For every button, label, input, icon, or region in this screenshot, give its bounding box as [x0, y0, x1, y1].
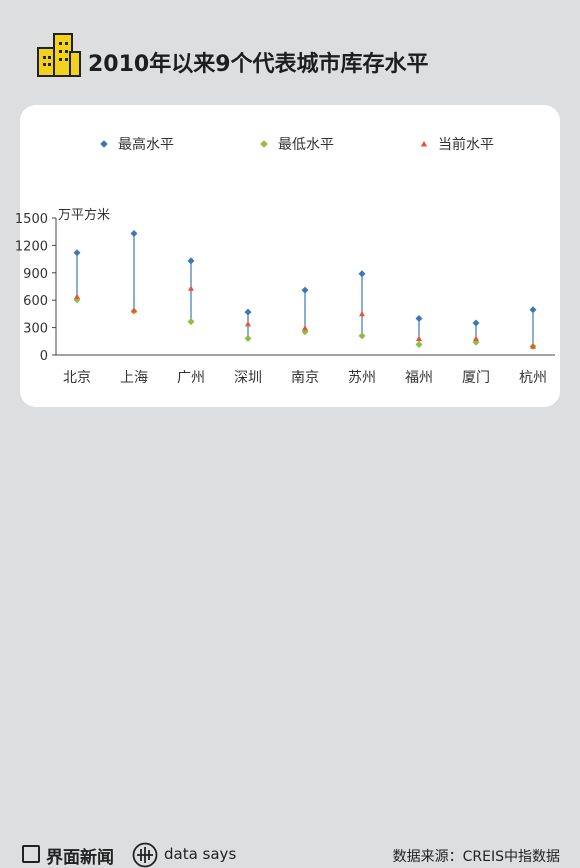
point-max	[187, 257, 195, 265]
y-tick-label: 1200	[15, 239, 48, 254]
legend-label: 最低水平	[278, 137, 334, 153]
point-max	[415, 314, 423, 322]
chart-card	[20, 105, 560, 407]
point-min	[358, 332, 366, 340]
point-min	[244, 335, 252, 343]
datasays-text: data says	[164, 845, 237, 863]
point-current	[473, 335, 479, 341]
point-min	[415, 340, 423, 348]
point-current	[245, 320, 251, 327]
point-current	[302, 325, 308, 331]
point-current	[188, 285, 194, 291]
x-tick-label: 厦门	[462, 370, 490, 386]
legend-label: 最高水平	[118, 136, 174, 153]
footer: 界面新闻 data says 数据来源：CREIS中指数据	[0, 418, 580, 868]
legend-marker	[100, 140, 108, 148]
y-tick-label: 300	[23, 322, 48, 337]
point-max	[529, 306, 537, 314]
x-tick-label: 深圳	[234, 370, 262, 386]
y-tick-label: 0	[40, 349, 48, 364]
x-tick-label: 南京	[291, 370, 319, 386]
x-tick-label: 苏州	[348, 370, 376, 386]
y-tick-label: 900	[23, 267, 48, 282]
legend-marker	[260, 140, 268, 148]
point-max	[130, 230, 138, 238]
x-tick-label: 福州	[405, 370, 433, 386]
brand-name: 界面新闻	[46, 848, 114, 868]
point-max	[73, 249, 81, 257]
legend-marker	[420, 140, 428, 147]
data-source: 数据来源：CREIS中指数据	[392, 849, 560, 865]
point-max	[244, 308, 252, 316]
point-current	[530, 343, 536, 349]
x-tick-label: 广州	[177, 370, 205, 386]
point-current	[416, 335, 422, 341]
datasays-logo-icon	[132, 842, 158, 868]
point-current	[74, 293, 80, 299]
x-tick-label: 杭州	[519, 370, 547, 386]
point-current	[359, 310, 365, 317]
point-current	[131, 307, 137, 313]
x-tick-label: 北京	[63, 370, 91, 386]
chart-title: 2010年以来9个代表城市库存水平	[88, 52, 429, 77]
x-tick-label: 上海	[120, 370, 148, 386]
header: 2010年以来9个代表城市库存水平	[0, 0, 580, 100]
point-max	[472, 319, 480, 327]
buildings-logo-icon	[37, 33, 81, 77]
brand-logo-icon	[22, 845, 40, 863]
y-tick-label: 600	[23, 294, 48, 309]
y-axis-unit-label: 万平方米	[58, 207, 110, 223]
point-min	[187, 318, 195, 326]
point-max	[301, 286, 309, 294]
legend-label: 当前水平	[438, 136, 494, 153]
point-max	[358, 270, 366, 278]
y-tick-label: 1500	[15, 212, 48, 227]
